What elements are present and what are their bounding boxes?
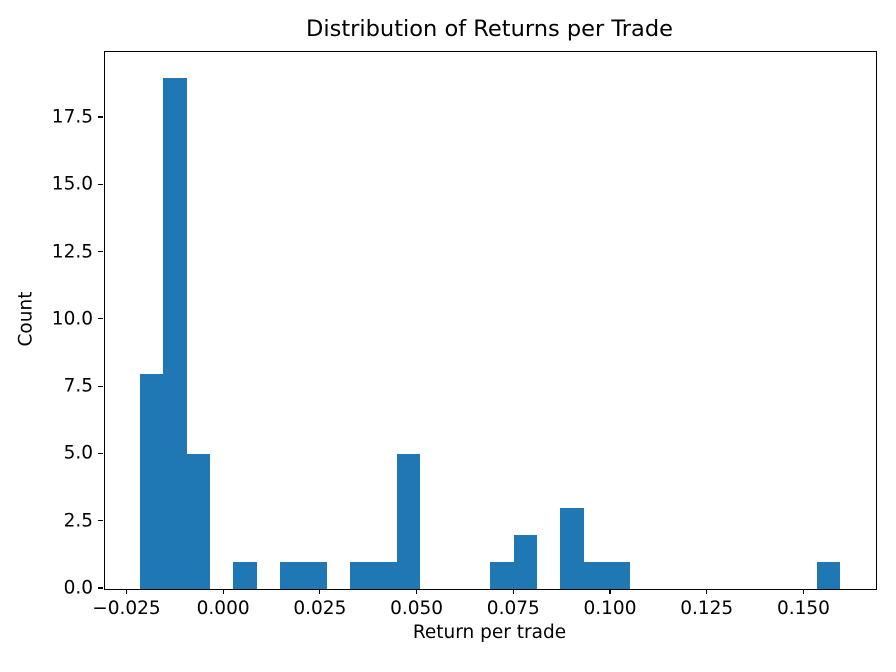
x-tick-label: 0.150: [776, 598, 830, 619]
y-tick-mark: [98, 318, 103, 320]
x-tick-label: 0.125: [680, 598, 734, 619]
histogram-bar: [140, 373, 164, 589]
y-tick-mark: [98, 385, 103, 387]
y-tick-mark: [98, 520, 103, 522]
x-tick-label: 0.075: [486, 598, 540, 619]
y-tick-label: 17.5: [51, 106, 93, 128]
x-tick-label: 0.025: [293, 598, 347, 619]
histogram-bar: [373, 562, 398, 589]
x-tick-label: 0.100: [583, 598, 637, 619]
x-tick-mark: [609, 589, 611, 594]
x-tick-mark: [125, 589, 128, 594]
y-tick-label: 7.5: [63, 375, 93, 397]
x-tick-mark: [706, 589, 708, 594]
y-tick-label: 12.5: [51, 241, 93, 263]
x-axis-label: Return per trade: [412, 622, 567, 643]
y-tick-mark: [98, 183, 103, 185]
histogram-bar: [583, 562, 608, 589]
histogram-bar: [397, 454, 421, 589]
histogram-bar: [490, 562, 514, 589]
x-tick-mark: [802, 589, 805, 594]
histogram-bar: [233, 562, 258, 589]
x-tick-mark: [512, 589, 514, 594]
histogram-bar: [350, 562, 374, 589]
y-tick-mark: [98, 250, 103, 253]
histogram-bar: [187, 454, 211, 589]
x-tick-mark: [222, 589, 224, 594]
histogram-bar: [280, 562, 304, 589]
y-tick-label: 5.0: [63, 442, 93, 464]
histogram-bar: [163, 77, 187, 589]
histogram-bar: [607, 562, 631, 589]
y-tick-label: 15.0: [51, 173, 93, 195]
x-tick-mark: [319, 589, 321, 594]
y-tick-mark: [98, 452, 103, 454]
y-tick-label: 2.5: [63, 510, 93, 532]
histogram-bar: [303, 562, 328, 589]
histogram-bar: [513, 535, 538, 589]
x-tick-label: 0.000: [196, 598, 250, 619]
histogram-bar: [560, 508, 584, 589]
x-tick-mark: [415, 589, 418, 594]
y-tick-mark: [98, 116, 103, 118]
plot-area: [104, 51, 877, 590]
histogram-bar: [817, 562, 841, 589]
chart-title: Distribution of Returns per Trade: [306, 16, 673, 42]
x-tick-label: 0.050: [390, 598, 444, 619]
y-tick-label: 0.0: [63, 577, 93, 599]
y-tick-label: 10.0: [51, 308, 93, 330]
y-tick-mark: [98, 587, 103, 589]
x-tick-label: −0.025: [92, 598, 161, 619]
